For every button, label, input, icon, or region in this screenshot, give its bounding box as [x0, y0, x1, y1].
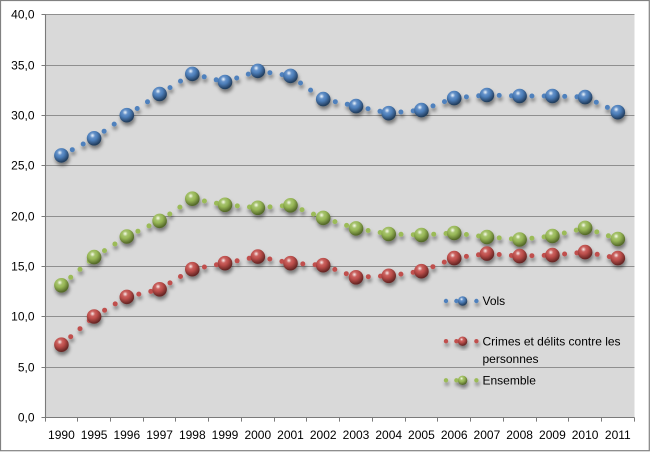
svg-text:20,0: 20,0 [11, 210, 35, 224]
svg-text:2001: 2001 [277, 428, 304, 442]
svg-text:2008: 2008 [506, 428, 533, 442]
svg-text:30,0: 30,0 [11, 109, 35, 123]
svg-text:2009: 2009 [539, 428, 566, 442]
svg-text:15,0: 15,0 [11, 260, 35, 274]
svg-text:personnes: personnes [483, 352, 539, 366]
svg-text:40,0: 40,0 [11, 8, 35, 22]
svg-text:5,0: 5,0 [18, 361, 35, 375]
svg-text:1990: 1990 [48, 428, 75, 442]
svg-text:25,0: 25,0 [11, 159, 35, 173]
svg-text:2003: 2003 [343, 428, 370, 442]
svg-text:2010: 2010 [572, 428, 599, 442]
svg-text:2004: 2004 [375, 428, 402, 442]
svg-text:2002: 2002 [310, 428, 337, 442]
svg-text:Vols: Vols [483, 294, 506, 308]
svg-text:Ensemble: Ensemble [483, 374, 537, 388]
svg-text:2011: 2011 [605, 428, 631, 442]
svg-text:10,0: 10,0 [11, 310, 35, 324]
svg-text:2007: 2007 [474, 428, 501, 442]
svg-text:Crimes et délits contre les: Crimes et délits contre les [483, 334, 621, 348]
svg-text:1998: 1998 [179, 428, 206, 442]
svg-text:2005: 2005 [408, 428, 435, 442]
svg-text:35,0: 35,0 [11, 59, 35, 73]
svg-text:1995: 1995 [81, 428, 108, 442]
svg-text:1999: 1999 [212, 428, 239, 442]
svg-text:1996: 1996 [113, 428, 140, 442]
svg-text:2000: 2000 [244, 428, 271, 442]
svg-text:2006: 2006 [441, 428, 468, 442]
svg-text:0,0: 0,0 [18, 411, 35, 425]
svg-text:1997: 1997 [146, 428, 173, 442]
